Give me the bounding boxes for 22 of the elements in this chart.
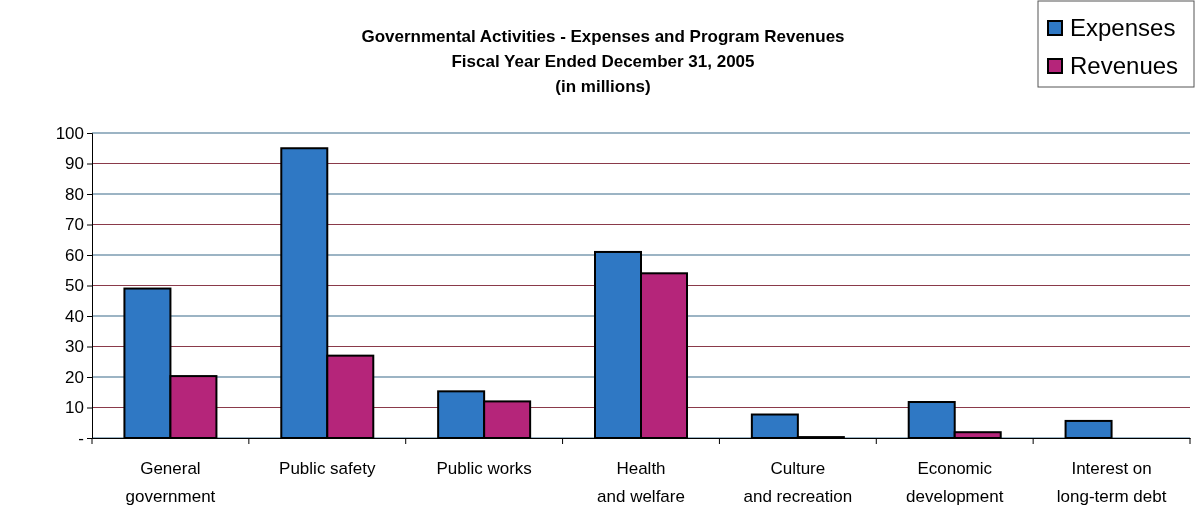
chart-title: Governmental Activities - Expenses and Program Revenues (361, 27, 845, 46)
x-tick-label: Public works (436, 459, 532, 478)
y-tick-label: 60 (65, 245, 84, 265)
y-tick-label: 80 (65, 184, 84, 204)
x-tick-label: Public safety (279, 459, 376, 478)
y-tick-label: 90 (65, 154, 84, 174)
y-tick-label: 50 (65, 276, 84, 296)
y-tick-label: 20 (65, 367, 84, 387)
x-tick-label: General government (125, 459, 216, 506)
x-tick-label: Culture and recreation (743, 459, 853, 506)
y-tick-label: 10 (65, 398, 84, 418)
y-tick-label: 30 (65, 337, 84, 357)
y-tick-label: 70 (65, 215, 84, 235)
y-tick-label: 100 (55, 123, 84, 143)
chart-subtitle: Fiscal Year Ended December 31, 2005 (in millions) (451, 52, 755, 96)
x-tick-label: Economic development (906, 459, 1004, 506)
y-tick-label: - (78, 428, 84, 448)
legend-label: Expenses (1070, 14, 1176, 41)
y-tick-label: 40 (65, 306, 84, 326)
x-tick-label: Interest on long-term debt (1056, 459, 1167, 506)
legend-label: Revenues (1070, 52, 1179, 79)
x-tick-label: Health and welfare (597, 459, 685, 506)
